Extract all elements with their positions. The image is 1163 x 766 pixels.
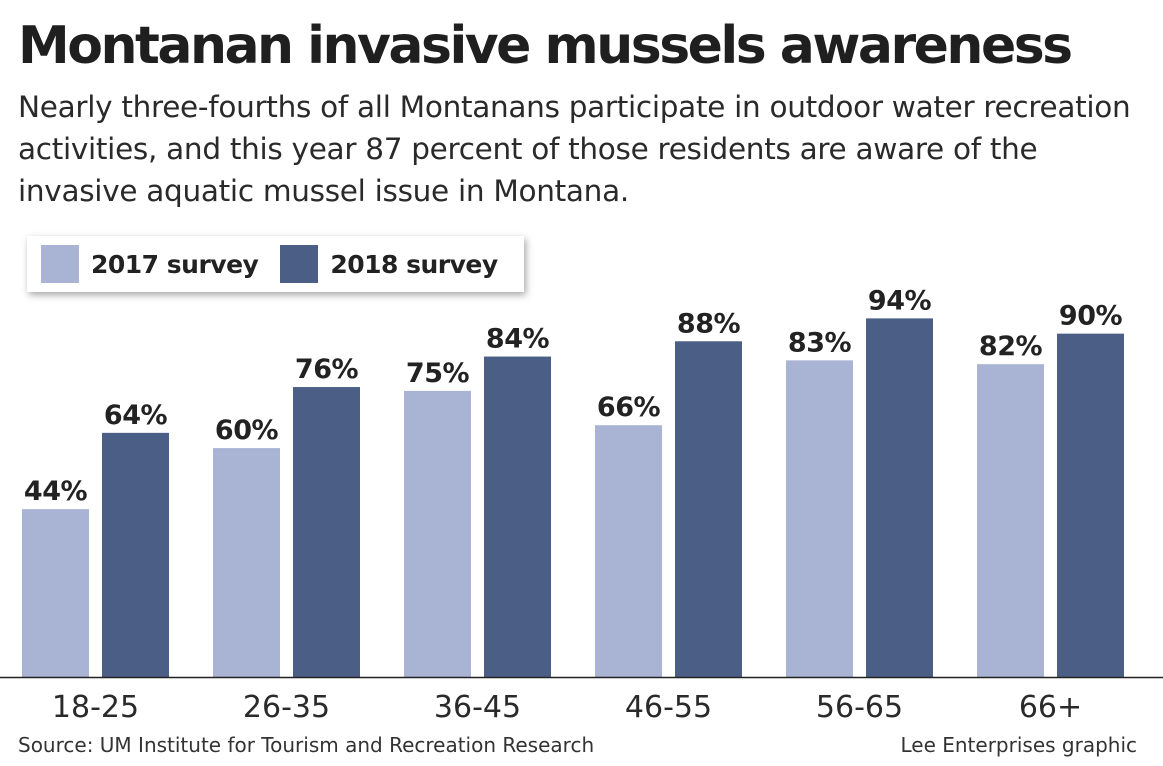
legend-label-2017: 2017 survey	[91, 249, 259, 279]
data-label-2017-survey-18-25: 44%	[24, 476, 88, 507]
bar-2017-survey-36-45	[404, 390, 471, 677]
bar-2017-survey-18-25	[22, 509, 89, 677]
chart-subtitle: Nearly three-fourths of all Montanans pa…	[18, 90, 1131, 208]
legend-item-2018: 2018 survey	[280, 245, 498, 283]
x-tick-label-56-65: 56-65	[816, 690, 903, 725]
x-tick-label-46-55: 46-55	[625, 690, 712, 725]
data-label-2018-survey-18-25: 64%	[104, 400, 168, 431]
x-tick-label-26-35: 26-35	[243, 690, 330, 725]
data-label-2017-survey-56-65: 83%	[788, 327, 852, 358]
data-label-2017-survey-46-55: 66%	[597, 392, 661, 423]
legend-label-2018: 2018 survey	[330, 249, 498, 279]
chart-legend: 2017 survey 2018 survey	[27, 236, 524, 292]
bar-2018-survey-46-55	[675, 341, 742, 677]
chart-title: Montanan invasive mussels awareness	[18, 16, 1073, 76]
source-note: Source: UM Institute for Tourism and Rec…	[18, 733, 595, 757]
bar-2017-survey-66	[977, 364, 1044, 677]
data-label-2018-survey-46-55: 88%	[677, 308, 741, 339]
bar-2018-survey-26-35	[293, 387, 360, 677]
data-label-2018-survey-56-65: 94%	[868, 285, 932, 316]
legend-swatch-2018	[280, 245, 319, 283]
bar-2018-survey-56-65	[866, 318, 933, 677]
data-label-2018-survey-36-45: 84%	[486, 324, 550, 355]
bar-2017-survey-46-55	[595, 425, 662, 677]
data-label-2017-survey-66: 82%	[979, 331, 1043, 362]
bar-2017-survey-26-35	[213, 448, 280, 677]
legend-swatch-2017	[41, 245, 79, 283]
data-label-2017-survey-36-45: 75%	[406, 358, 470, 389]
x-tick-label-18-25: 18-25	[52, 690, 139, 725]
x-tick-label-66: 66+	[1019, 690, 1082, 725]
data-label-2017-survey-26-35: 60%	[215, 415, 279, 446]
bar-2018-survey-18-25	[102, 432, 169, 677]
bar-2017-survey-56-65	[786, 360, 853, 677]
x-tick-label-36-45: 36-45	[434, 690, 521, 725]
data-label-2018-survey-26-35: 76%	[295, 354, 359, 385]
graphic-credit: Lee Enterprises graphic	[900, 733, 1137, 757]
bar-2018-survey-66	[1057, 333, 1124, 677]
data-label-2018-survey-66: 90%	[1059, 301, 1123, 332]
bar-2018-survey-36-45	[484, 356, 551, 677]
legend-item-2017: 2017 survey	[41, 245, 259, 283]
